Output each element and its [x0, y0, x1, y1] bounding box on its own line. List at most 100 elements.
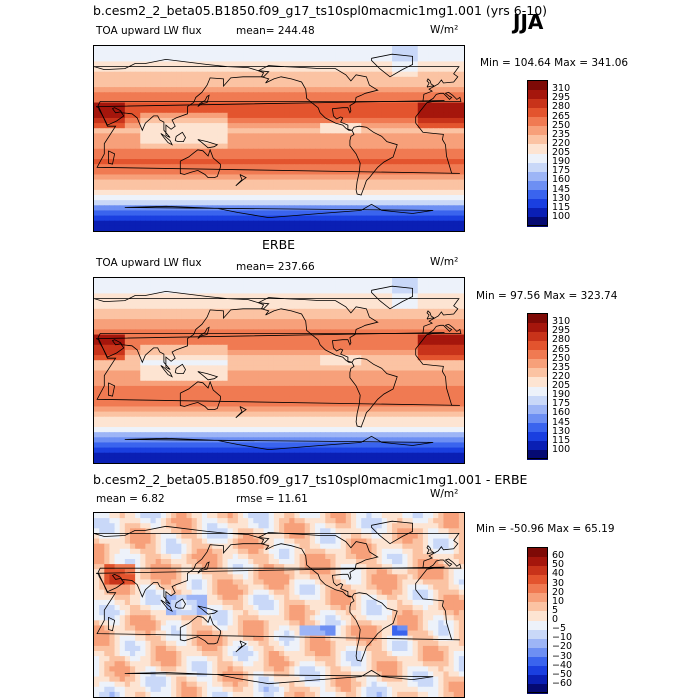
heatmap-cell: [448, 128, 455, 134]
heatmap-cell: [458, 319, 464, 325]
heatmap-cell: [207, 117, 213, 124]
heatmap-cell: [340, 278, 347, 284]
heatmap-cell: [284, 432, 290, 438]
heatmap-cell: [320, 288, 326, 295]
heatmap-cell: [99, 442, 105, 449]
heatmap-cell: [119, 396, 126, 402]
heatmap-cell: [392, 220, 398, 227]
heatmap-cell: [222, 283, 229, 289]
heatmap-cell: [402, 220, 409, 227]
heatmap-cell: [176, 329, 182, 336]
heatmap-cell: [330, 411, 337, 418]
heatmap-cell: [104, 406, 111, 413]
heatmap-cell: [201, 349, 208, 356]
heatmap-cell: [371, 344, 378, 351]
heatmap-cell: [309, 46, 316, 52]
heatmap-cell: [222, 401, 229, 408]
heatmap-cell: [392, 56, 398, 63]
heatmap-cell: [150, 278, 157, 284]
heatmap-cell: [366, 308, 373, 315]
heatmap-cell: [196, 61, 203, 68]
heatmap-cell: [237, 92, 244, 98]
heatmap-cell: [263, 391, 270, 397]
heatmap-cell: [345, 117, 352, 124]
heatmap-cell: [366, 184, 373, 191]
heatmap-cell: [392, 303, 398, 310]
heatmap-cell: [119, 184, 126, 191]
heatmap-cell: [443, 159, 450, 165]
heatmap-cell: [217, 416, 224, 423]
heatmap-cell: [412, 313, 419, 320]
heatmap-cell: [222, 46, 229, 52]
heatmap-cell: [248, 225, 254, 231]
heatmap-cell: [392, 138, 398, 145]
heatmap-cell: [196, 324, 203, 330]
heatmap-cell: [232, 128, 239, 134]
heatmap-cell: [294, 164, 301, 170]
heatmap-cell: [309, 225, 316, 231]
heatmap-cell: [397, 437, 403, 444]
heatmap-cell: [207, 184, 213, 191]
heatmap-cell: [417, 278, 424, 284]
heatmap-cell: [361, 195, 367, 201]
heatmap-cell: [135, 396, 141, 402]
heatmap-cell: [268, 92, 275, 98]
heatmap-cell: [279, 215, 285, 222]
heatmap-cell: [386, 51, 393, 57]
heatmap-cell: [104, 349, 111, 356]
heatmap-cell: [448, 432, 455, 438]
heatmap-cell: [207, 375, 213, 382]
heatmap-cell: [232, 391, 239, 397]
heatmap-cell: [376, 225, 383, 231]
heatmap-cell: [376, 385, 383, 392]
heatmap-cell: [207, 189, 213, 196]
heatmap-cell: [165, 391, 172, 397]
heatmap-cell: [171, 112, 177, 119]
heatmap-cell: [237, 138, 244, 145]
heatmap-cell: [428, 164, 434, 170]
heatmap-cell: [458, 349, 464, 356]
heatmap-cell: [350, 437, 357, 444]
heatmap-cell: [232, 97, 239, 104]
heatmap-cell: [289, 210, 296, 217]
heatmap-cell: [320, 184, 326, 191]
heatmap-cell: [129, 117, 136, 124]
heatmap-cell: [94, 339, 100, 346]
heatmap-cell: [114, 215, 121, 222]
heatmap-cell: [227, 303, 234, 310]
heatmap-cell: [212, 169, 218, 176]
heatmap-cell: [135, 81, 141, 88]
heatmap-cell: [99, 97, 105, 104]
heatmap-cell: [438, 427, 445, 433]
heatmap-cell: [325, 107, 331, 114]
heatmap-cell: [273, 76, 280, 83]
heatmap-cell: [335, 92, 342, 98]
heatmap-cell: [99, 385, 105, 392]
heatmap-cell: [94, 107, 100, 114]
heatmap-cell: [165, 427, 172, 433]
heatmap-cell: [263, 61, 270, 68]
heatmap-cell: [422, 427, 429, 433]
heatmap-cell: [340, 138, 347, 145]
heatmap-cell: [438, 319, 445, 325]
heatmap-cell: [99, 283, 105, 289]
heatmap-cell: [335, 200, 342, 206]
heatmap-cell: [258, 153, 265, 160]
heatmap-cell: [350, 51, 357, 57]
heatmap-cell: [386, 370, 393, 377]
heatmap-cell: [237, 46, 244, 52]
heatmap-cell: [422, 87, 429, 93]
heatmap-cell: [129, 406, 136, 413]
heatmap-cell: [119, 71, 126, 78]
heatmap-cell: [448, 71, 455, 78]
heatmap-cell: [232, 51, 239, 57]
heatmap-cell: [386, 349, 393, 356]
heatmap-cell: [458, 87, 464, 93]
heatmap-cell: [448, 313, 455, 320]
heatmap-cell: [376, 46, 383, 52]
heatmap-cell: [135, 159, 141, 165]
heatmap-cell: [217, 421, 224, 428]
heatmap-cell: [428, 46, 434, 52]
heatmap-cell: [165, 416, 172, 423]
heatmap-cell: [417, 169, 424, 176]
